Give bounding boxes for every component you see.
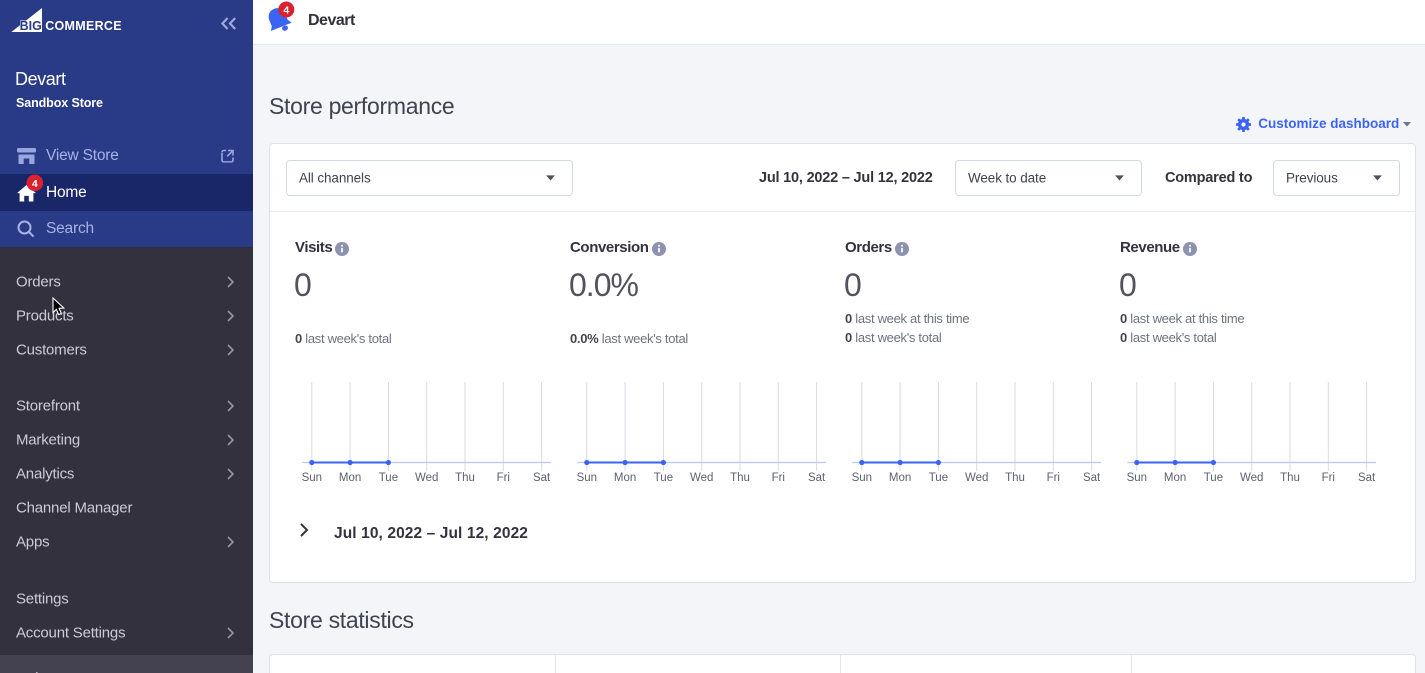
svg-text:Wed: Wed [965, 472, 988, 484]
svg-text:Fri: Fri [772, 472, 785, 484]
svg-text:Fri: Fri [1047, 472, 1060, 484]
svg-text:Thu: Thu [455, 472, 475, 484]
svg-text:Sat: Sat [1083, 472, 1101, 484]
svg-text:Mon: Mon [339, 472, 361, 484]
svg-text:Sun: Sun [302, 472, 322, 484]
svg-text:Sat: Sat [808, 472, 826, 484]
svg-text:Sun: Sun [577, 472, 597, 484]
svg-text:Wed: Wed [690, 472, 713, 484]
svg-text:4: 4 [32, 178, 38, 190]
svg-text:Thu: Thu [730, 472, 750, 484]
svg-text:Fri: Fri [1322, 472, 1335, 484]
svg-text:Thu: Thu [1005, 472, 1025, 484]
svg-text:Mon: Mon [614, 472, 636, 484]
svg-text:Tue: Tue [929, 472, 948, 484]
svg-text:Wed: Wed [415, 472, 438, 484]
svg-text:4: 4 [283, 4, 289, 16]
svg-text:Fri: Fri [497, 472, 510, 484]
svg-text:Sat: Sat [1358, 472, 1376, 484]
svg-text:Sun: Sun [852, 472, 872, 484]
svg-text:Mon: Mon [1164, 472, 1186, 484]
svg-text:COMMERCE: COMMERCE [45, 19, 122, 33]
svg-text:Sun: Sun [1127, 472, 1147, 484]
svg-text:Thu: Thu [1280, 472, 1300, 484]
svg-text:Mon: Mon [889, 472, 911, 484]
svg-text:Tue: Tue [379, 472, 398, 484]
svg-text:Sat: Sat [533, 472, 551, 484]
svg-text:BIG: BIG [20, 19, 42, 33]
svg-text:Wed: Wed [1240, 472, 1263, 484]
svg-text:Tue: Tue [1204, 472, 1223, 484]
svg-text:Tue: Tue [654, 472, 673, 484]
